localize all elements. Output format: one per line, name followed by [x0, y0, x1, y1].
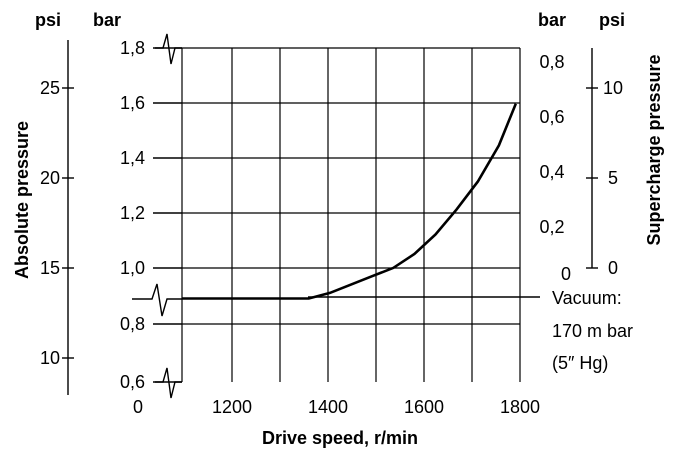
right-bar-tick-label: 0: [561, 264, 571, 284]
y-axis-title-left: Absolute pressure: [12, 121, 32, 279]
y-axis-title-right: Supercharge pressure: [644, 54, 664, 245]
left-bar-tick-label: 1,2: [120, 203, 145, 223]
grid-area: [181, 47, 521, 382]
left-bar-tick-label: 0,8: [120, 314, 145, 334]
right-bar-tick-label: 0,6: [539, 107, 564, 127]
annotation-line-1: Vacuum:: [552, 288, 622, 308]
left-psi-tick-label: 15: [40, 258, 60, 278]
left-psi-axis: 25 20 15 10: [40, 40, 74, 395]
x-tick-label: 1200: [212, 397, 252, 417]
left-psi-tick-label: 25: [40, 78, 60, 98]
left-bar-tick-label: 1,6: [120, 93, 145, 113]
axis-break-bottom: [155, 367, 182, 399]
right-psi-axis: 10 5 0: [586, 48, 623, 278]
right-bar-tick-label: 0,2: [539, 217, 564, 237]
right-psi-tick-label: 0: [608, 258, 618, 278]
right-psi-tick-label: 5: [608, 168, 618, 188]
x-tick-label: 1400: [308, 397, 348, 417]
pressure-curve: [182, 103, 518, 300]
left-psi-tick-label: 10: [40, 348, 60, 368]
x-axis-title: Drive speed, r/min: [262, 428, 418, 448]
left-outer-unit: psi: [35, 10, 61, 30]
left-bar-axis: 1,8 1,6 1,4 1,2 1,0 0,8 0,6: [120, 38, 182, 392]
series-layer: [182, 103, 518, 300]
left-bar-tick-label: 0,6: [120, 372, 145, 392]
left-bar-tick-label: 1,8: [120, 38, 145, 58]
left-bar-tick-label: 1,4: [120, 148, 145, 168]
left-inner-unit: bar: [93, 10, 121, 30]
right-psi-tick-label: 10: [603, 78, 623, 98]
x-tick-label: 0: [133, 397, 143, 417]
left-psi-tick-label: 20: [40, 168, 60, 188]
x-tick-label: 1800: [500, 397, 540, 417]
axis-break-middle: [132, 283, 182, 317]
axis-break-top: [155, 33, 182, 65]
right-inner-unit: bar: [538, 10, 566, 30]
right-bar-axis: 0,8 0,6 0,4 0,2 0: [539, 52, 571, 284]
right-bar-tick-label: 0,8: [539, 52, 564, 72]
right-bar-tick-label: 0,4: [539, 162, 564, 182]
annotation-line-2: 170 m bar: [552, 321, 633, 341]
left-bar-tick-label: 1,0: [120, 258, 145, 278]
right-outer-unit: psi: [599, 10, 625, 30]
x-tick-label: 1600: [404, 397, 444, 417]
annotation-line-3: (5″ Hg): [552, 353, 608, 373]
